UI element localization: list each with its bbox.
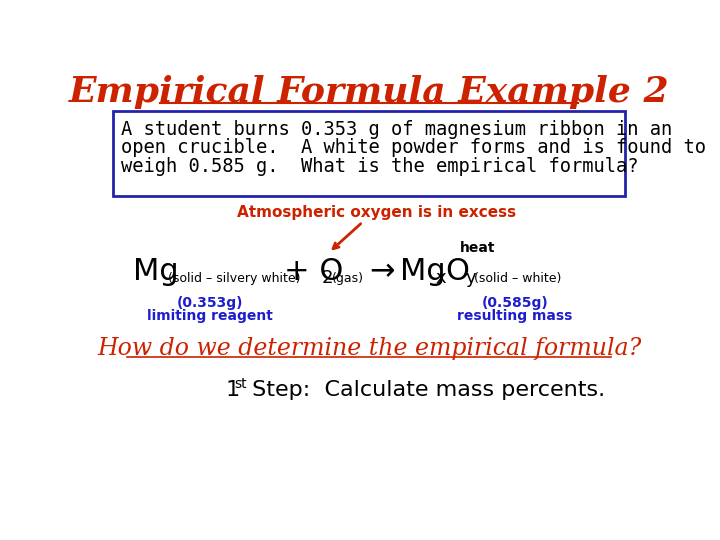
Text: A student burns 0.353 g of magnesium ribbon in an: A student burns 0.353 g of magnesium rib…	[121, 120, 672, 139]
Text: (gas): (gas)	[332, 272, 364, 285]
Text: (solid – white): (solid – white)	[474, 272, 562, 285]
Text: O: O	[446, 256, 469, 286]
Text: limiting reagent: limiting reagent	[147, 309, 273, 323]
Text: Atmospheric oxygen is in excess: Atmospheric oxygen is in excess	[237, 205, 516, 220]
Text: 1: 1	[225, 380, 240, 400]
Text: + O: + O	[284, 256, 343, 286]
Text: (0.353g): (0.353g)	[177, 296, 243, 310]
Text: open crucible.  A white powder forms and is found to: open crucible. A white powder forms and …	[121, 138, 706, 158]
Text: Step:  Calculate mass percents.: Step: Calculate mass percents.	[245, 380, 605, 400]
Text: Empirical Formula Example 2: Empirical Formula Example 2	[68, 75, 670, 109]
Text: →: →	[369, 256, 395, 286]
Text: (solid – silvery white): (solid – silvery white)	[168, 272, 300, 285]
Text: heat: heat	[460, 241, 495, 255]
Text: st: st	[234, 376, 247, 390]
Text: 2: 2	[322, 269, 333, 287]
Text: How do we determine the empirical formula?: How do we determine the empirical formul…	[97, 336, 641, 360]
Text: Mg: Mg	[400, 256, 446, 286]
Text: Mg: Mg	[132, 256, 179, 286]
FancyBboxPatch shape	[113, 111, 625, 195]
Text: x: x	[436, 269, 446, 287]
Text: (0.585g): (0.585g)	[482, 296, 548, 310]
Text: weigh 0.585 g.  What is the empirical formula?: weigh 0.585 g. What is the empirical for…	[121, 157, 639, 176]
Text: y: y	[465, 269, 476, 287]
Text: resulting mass: resulting mass	[457, 309, 572, 323]
